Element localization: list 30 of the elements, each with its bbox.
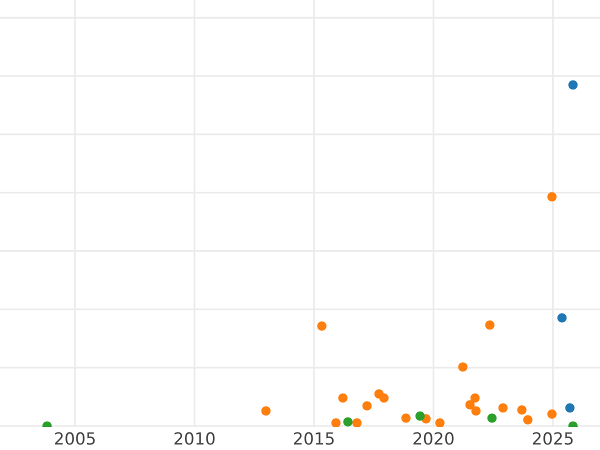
x-tick-label: 2025	[532, 432, 573, 445]
point	[523, 415, 532, 424]
point	[458, 362, 468, 372]
point	[568, 80, 578, 90]
point	[261, 406, 271, 416]
point	[343, 417, 353, 427]
point	[352, 418, 362, 427]
point	[331, 418, 341, 427]
point	[557, 313, 567, 323]
point	[317, 321, 327, 331]
point	[547, 409, 557, 419]
point	[487, 413, 497, 423]
x-tick-label: 2005	[55, 432, 95, 445]
point	[547, 192, 557, 202]
x-tick-label: 2020	[413, 432, 454, 445]
point	[565, 403, 575, 413]
x-tick-label: 2010	[174, 432, 215, 445]
point	[401, 413, 411, 423]
point	[465, 400, 475, 410]
point	[338, 393, 348, 403]
point	[379, 393, 389, 403]
point	[471, 406, 481, 416]
point	[517, 405, 527, 415]
point	[498, 403, 508, 413]
point	[435, 418, 445, 427]
x-tick-label: 2015	[294, 432, 334, 445]
point	[470, 393, 480, 403]
point	[485, 320, 495, 330]
point	[415, 411, 425, 421]
point	[362, 401, 372, 411]
